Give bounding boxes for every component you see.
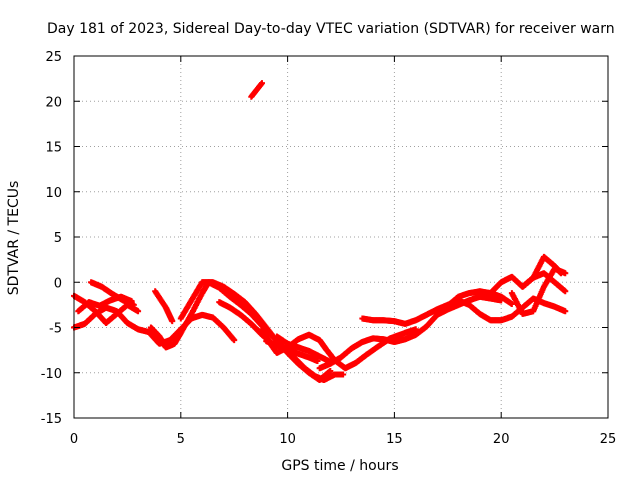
y-tick-label: 5 bbox=[54, 231, 62, 246]
data-point bbox=[327, 358, 334, 365]
series-track-11 bbox=[263, 338, 321, 364]
series-track-18 bbox=[273, 333, 334, 365]
y-tick-label: -15 bbox=[41, 412, 62, 427]
data-point bbox=[169, 318, 176, 325]
data-point bbox=[562, 288, 569, 295]
series-track-14 bbox=[444, 288, 515, 309]
data-point bbox=[314, 357, 321, 364]
x-tick-label: 5 bbox=[177, 432, 185, 447]
series-track-4 bbox=[88, 279, 137, 308]
x-tick-label: 15 bbox=[386, 432, 403, 447]
y-tick-label: 20 bbox=[45, 95, 62, 110]
data-point bbox=[327, 367, 334, 374]
chart-title: Day 181 of 2023, Sidereal Day-to-day VTE… bbox=[47, 21, 615, 37]
y-tick-label: 10 bbox=[45, 186, 62, 201]
y-tick-label: -10 bbox=[41, 367, 62, 382]
series-track-9 bbox=[248, 80, 265, 100]
data-point bbox=[135, 308, 142, 315]
data-point bbox=[562, 308, 569, 315]
y-axis-ticks: -15 -10 -5 0 5 10 15 20 25 bbox=[41, 50, 608, 427]
data-point bbox=[340, 371, 347, 378]
chart-series-layer bbox=[71, 80, 569, 383]
y-axis-label: SDTVAR / TECUs bbox=[6, 181, 22, 296]
data-point bbox=[258, 80, 265, 87]
y-tick-label: 0 bbox=[54, 276, 62, 291]
series-track-17 bbox=[519, 253, 565, 290]
x-tick-label: 10 bbox=[279, 432, 296, 447]
x-tick-label: 20 bbox=[493, 432, 510, 447]
series-track-6 bbox=[152, 288, 176, 325]
data-point bbox=[231, 337, 238, 344]
x-axis-ticks: 0 5 10 15 20 25 bbox=[70, 56, 616, 447]
data-point bbox=[558, 270, 565, 277]
x-tick-label: 25 bbox=[600, 432, 617, 447]
y-tick-label: 25 bbox=[45, 50, 62, 65]
data-point bbox=[130, 301, 137, 308]
x-axis-label: GPS time / hours bbox=[281, 458, 398, 474]
x-tick-label: 0 bbox=[70, 432, 78, 447]
data-point bbox=[508, 300, 515, 307]
y-tick-label: 15 bbox=[45, 141, 62, 156]
y-tick-label: -5 bbox=[49, 322, 62, 337]
